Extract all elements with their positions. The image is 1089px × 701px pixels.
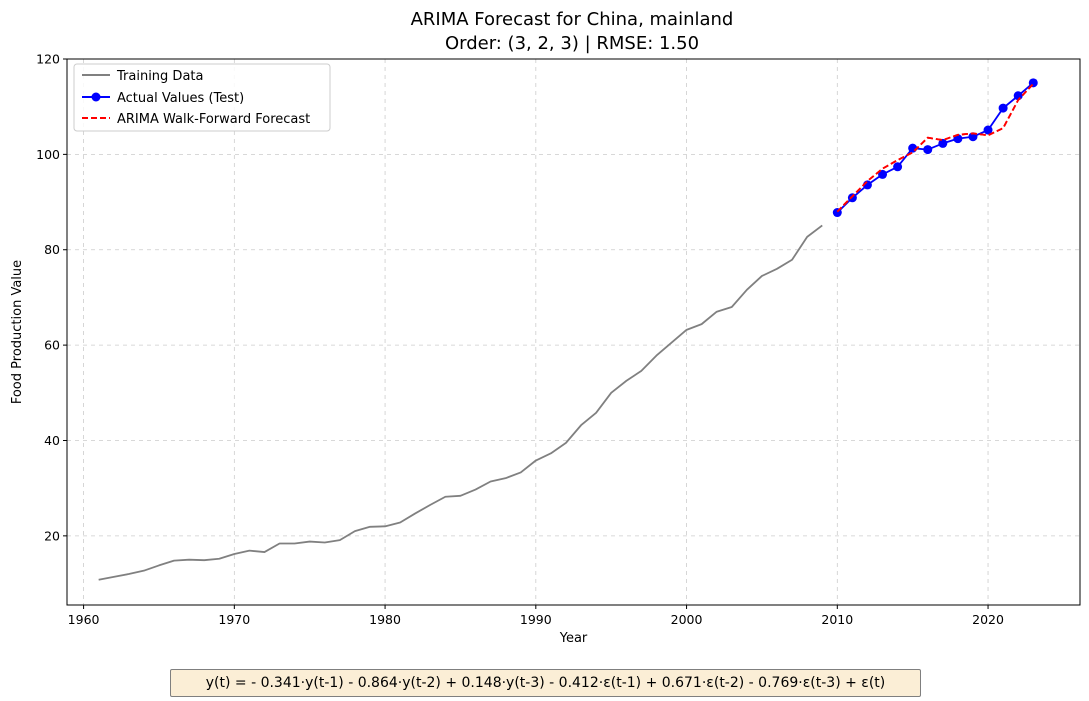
legend: Training Data Actual Values (Test) ARIMA… <box>73 63 331 132</box>
series-line-2 <box>836 83 1034 213</box>
chart-subtitle: Order: (3, 2, 3) | RMSE: 1.50 <box>445 33 699 54</box>
x-tick-label: 2010 <box>821 612 853 627</box>
grid-lines <box>67 58 1080 605</box>
y-tick-label: 120 <box>36 52 60 67</box>
actual-data-point <box>998 103 1008 113</box>
legend-box <box>73 63 331 132</box>
y-tick-label: 80 <box>44 242 60 257</box>
equation-text: y(t) = - 0.341·y(t-1) - 0.864·y(t-2) + 0… <box>205 675 886 691</box>
series-layer <box>98 78 1038 581</box>
x-tick-label: 1970 <box>218 612 250 627</box>
axis-ticks: 1960 1970 1980 1990 2000 2010 2020204060801001… <box>36 52 1004 628</box>
chart-title: ARIMA Forecast for China, mainland <box>411 9 734 30</box>
actual-data-point <box>938 138 948 148</box>
x-tick-label: 2000 <box>671 612 703 627</box>
series-line-0 <box>98 224 823 581</box>
x-tick-label: 1990 <box>520 612 552 627</box>
plot-frame <box>66 58 1081 606</box>
x-axis-label: Year <box>559 631 588 646</box>
y-tick-label: 60 <box>44 338 60 353</box>
actual-data-point <box>923 145 933 155</box>
forecast-line-overlay <box>836 83 1034 213</box>
forecast-chart: ARIMA Forecast for China, mainland Order… <box>10 9 1081 646</box>
y-axis-label: Food Production Value <box>10 260 25 404</box>
actual-data-point <box>878 169 888 179</box>
y-tick-label: 20 <box>44 528 60 543</box>
y-tick-label: 40 <box>44 433 60 448</box>
x-tick-label: 1980 <box>369 612 401 627</box>
y-tick-label: 100 <box>36 147 60 162</box>
x-tick-label: 1960 <box>68 612 100 627</box>
actual-data-point <box>847 193 857 203</box>
equation-box: y(t) = - 0.341·y(t-1) - 0.864·y(t-2) + 0… <box>170 669 921 697</box>
actual-data-point <box>893 162 903 172</box>
legend-marker-actual <box>91 92 101 102</box>
legend-label-training: Training Data <box>116 69 203 84</box>
legend-label-actual: Actual Values (Test) <box>117 91 244 106</box>
series-line-1 <box>836 82 1034 214</box>
actual-data-point <box>983 125 993 135</box>
legend-label-forecast: ARIMA Walk-Forward Forecast <box>117 112 310 127</box>
x-tick-label: 2020 <box>972 612 1004 627</box>
